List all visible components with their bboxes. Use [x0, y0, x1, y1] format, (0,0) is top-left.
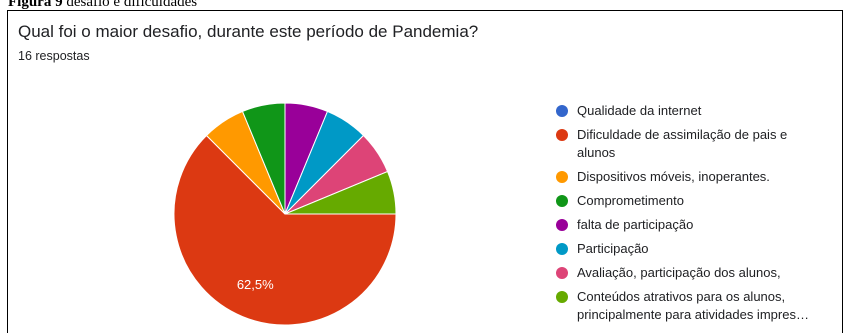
- legend-label: Comprometimento: [577, 193, 684, 208]
- legend-label: Dispositivos móveis, inoperantes.: [577, 169, 770, 184]
- legend-swatch: [556, 129, 568, 141]
- legend-label: Avaliação, participação dos alunos,: [577, 265, 781, 280]
- legend-label: Dificuldade de assimilação de pais e alu…: [577, 127, 788, 160]
- slice-label: 62,5%: [237, 277, 274, 292]
- figure-caption: Figura 9 desafio e dificuldades: [8, 0, 197, 11]
- legend-swatch: [556, 195, 568, 207]
- legend-swatch: [556, 267, 568, 279]
- legend-item: Dificuldade de assimilação de pais e alu…: [556, 126, 826, 162]
- chart-subtitle: 16 respostas: [18, 49, 90, 63]
- legend-item: Avaliação, participação dos alunos,: [556, 264, 826, 282]
- legend-swatch: [556, 105, 568, 117]
- pie-slice: [284, 170, 397, 215]
- chart-card: [7, 10, 843, 333]
- caption-label: Figura 9: [8, 0, 63, 10]
- pie-slice: [173, 134, 397, 326]
- legend-label: falta de participação: [577, 217, 694, 232]
- legend-item: falta de participação: [556, 216, 826, 234]
- chart-title: Qual foi o maior desafio, durante este p…: [18, 22, 479, 41]
- legend-swatch: [556, 219, 568, 231]
- legend-item: Comprometimento: [556, 192, 826, 210]
- legend-swatch: [556, 291, 568, 303]
- legend-label: Conteúdos atrativos para os alunos, prin…: [577, 289, 809, 322]
- caption-text: desafio e dificuldades: [66, 0, 198, 10]
- legend-item: Conteúdos atrativos para os alunos, prin…: [556, 288, 826, 324]
- legend-item: Qualidade da internet: [556, 102, 826, 120]
- legend-item: Dispositivos móveis, inoperantes.: [556, 168, 826, 186]
- legend-item: Participação: [556, 240, 826, 258]
- legend-label: Participação: [577, 241, 649, 256]
- legend-swatch: [556, 243, 568, 255]
- legend-swatch: [556, 171, 568, 183]
- legend-label: Qualidade da internet: [577, 103, 702, 118]
- legend: Qualidade da internet Dificuldade de assi…: [556, 102, 826, 330]
